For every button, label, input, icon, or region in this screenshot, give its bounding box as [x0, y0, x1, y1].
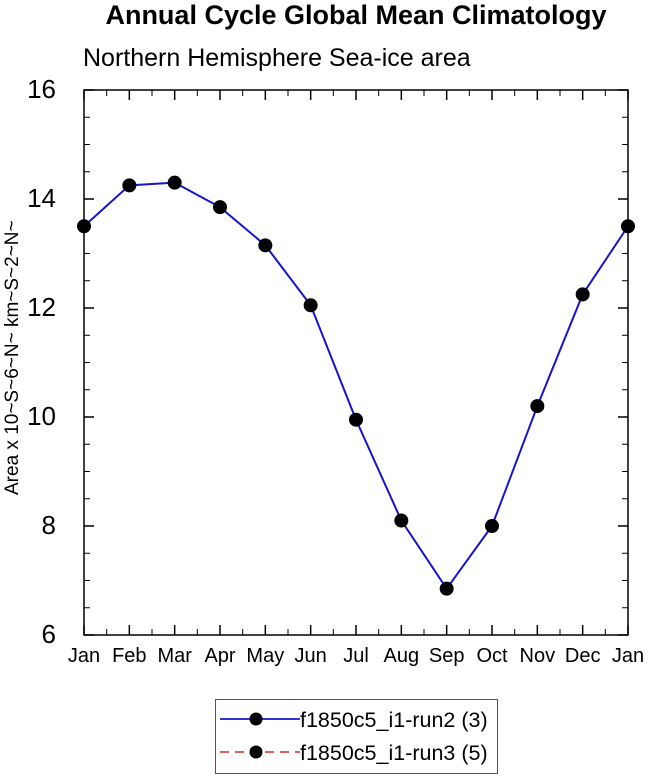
svg-text:Feb: Feb	[112, 645, 146, 667]
svg-text:Sep: Sep	[429, 645, 465, 667]
svg-text:Jan: Jan	[612, 645, 644, 667]
svg-text:16: 16	[27, 74, 56, 104]
svg-text:Mar: Mar	[157, 645, 192, 667]
svg-text:Jan: Jan	[68, 645, 100, 667]
svg-text:14: 14	[27, 183, 56, 213]
svg-text:10: 10	[27, 401, 56, 431]
svg-text:Dec: Dec	[565, 645, 601, 667]
svg-text:8: 8	[42, 510, 56, 540]
svg-text:Jul: Jul	[343, 645, 369, 667]
svg-text:Aug: Aug	[384, 645, 420, 667]
svg-text:Apr: Apr	[204, 645, 235, 667]
svg-text:May: May	[246, 645, 284, 667]
svg-text:6: 6	[42, 619, 56, 649]
svg-text:Oct: Oct	[476, 645, 508, 667]
svg-text:Nov: Nov	[520, 645, 556, 667]
svg-text:Jun: Jun	[295, 645, 327, 667]
svg-text:12: 12	[27, 292, 56, 322]
